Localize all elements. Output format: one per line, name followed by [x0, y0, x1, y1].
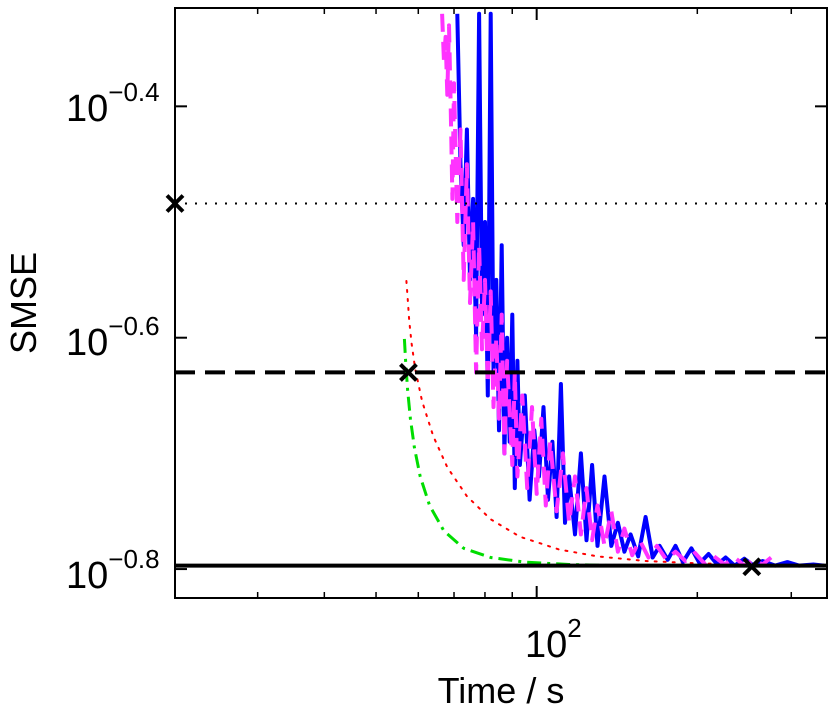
- x-axis-label: Time / s: [438, 670, 565, 711]
- y-axis-label: SMSE: [3, 252, 44, 354]
- axis-ticks: [175, 8, 827, 598]
- marker-cross-dashed-start: [399, 362, 418, 382]
- series-red-dotted: [405, 280, 750, 566]
- marker-cross-solid-end: [742, 557, 762, 577]
- y-tick-label-neg0.6: 10−0.6: [66, 311, 160, 364]
- reference-lines: [175, 202, 827, 568]
- y-tick-label-neg0.8: 10−0.8: [66, 544, 160, 597]
- x-tick-label-100: 102: [525, 613, 582, 666]
- plot-frame: [174, 7, 828, 599]
- series-layer: [402, 11, 824, 568]
- series-blue-solid: [455, 11, 824, 568]
- y-tick-label-neg0.4: 10−0.4: [66, 77, 160, 130]
- series-magenta-dashed: [440, 13, 773, 568]
